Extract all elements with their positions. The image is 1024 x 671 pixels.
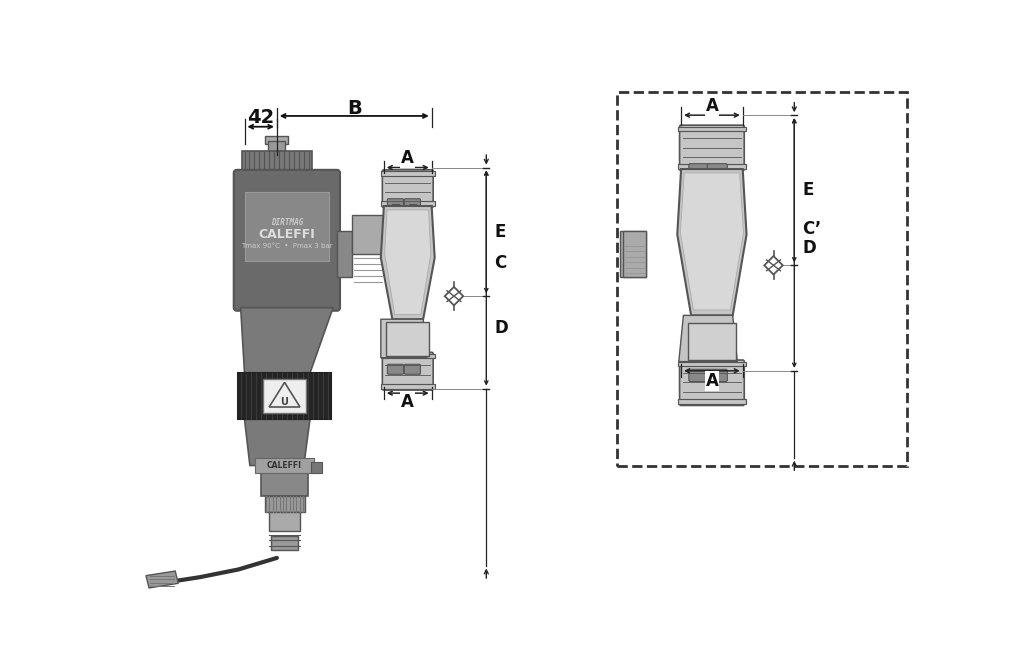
Text: U: U [281, 397, 289, 407]
FancyBboxPatch shape [404, 199, 421, 209]
FancyBboxPatch shape [382, 170, 433, 207]
Text: C’: C’ [802, 220, 821, 238]
Bar [243, 152, 311, 173]
Bar [678, 399, 745, 404]
FancyBboxPatch shape [387, 199, 403, 209]
Bar [381, 384, 435, 389]
Polygon shape [385, 210, 431, 315]
Bar [265, 136, 289, 144]
FancyBboxPatch shape [233, 170, 340, 311]
Bar [245, 192, 330, 262]
Polygon shape [680, 173, 743, 310]
Bar [381, 201, 435, 206]
Text: A: A [706, 97, 719, 115]
Polygon shape [245, 419, 310, 466]
FancyBboxPatch shape [680, 360, 744, 405]
Bar [264, 497, 304, 512]
Text: CALEFFI: CALEFFI [267, 461, 302, 470]
Bar [688, 323, 736, 360]
Text: DIRTMAG: DIRTMAG [270, 219, 303, 227]
FancyBboxPatch shape [387, 364, 403, 374]
Bar [239, 373, 331, 419]
Text: B: B [347, 99, 361, 117]
Bar [678, 127, 745, 132]
Text: D: D [494, 319, 508, 337]
Polygon shape [764, 256, 782, 274]
FancyBboxPatch shape [680, 125, 744, 170]
Polygon shape [269, 382, 300, 407]
Polygon shape [146, 571, 178, 588]
FancyBboxPatch shape [404, 364, 421, 374]
Text: E: E [802, 181, 813, 199]
FancyBboxPatch shape [708, 369, 727, 382]
Bar [386, 322, 429, 356]
Text: A: A [706, 372, 719, 390]
Bar [337, 231, 352, 277]
Polygon shape [381, 319, 427, 358]
Bar [381, 171, 435, 176]
Text: A: A [401, 393, 414, 411]
Bar [678, 362, 745, 366]
Polygon shape [381, 206, 435, 319]
Polygon shape [444, 287, 463, 305]
Text: Tmax 90°C  •  Pmax 3 bar: Tmax 90°C • Pmax 3 bar [241, 243, 333, 249]
FancyBboxPatch shape [689, 369, 709, 382]
Bar [271, 536, 298, 550]
FancyBboxPatch shape [708, 164, 727, 176]
FancyBboxPatch shape [382, 352, 433, 390]
Text: 42: 42 [247, 108, 274, 127]
Text: A: A [401, 149, 414, 167]
Bar [263, 379, 306, 413]
Bar [620, 231, 646, 277]
Text: C: C [494, 254, 506, 272]
Polygon shape [677, 169, 746, 315]
Bar [624, 231, 646, 277]
Bar [381, 354, 435, 358]
Bar [310, 462, 322, 473]
Text: D: D [802, 239, 816, 257]
Polygon shape [679, 315, 737, 362]
Bar [617, 92, 906, 466]
Text: CALEFFI: CALEFFI [258, 228, 315, 241]
Bar [261, 466, 307, 497]
Polygon shape [241, 308, 333, 373]
Bar [255, 458, 313, 473]
Bar [268, 141, 286, 152]
FancyBboxPatch shape [689, 164, 709, 176]
Bar [678, 164, 745, 169]
Text: E: E [494, 223, 506, 241]
Bar [352, 215, 383, 254]
Bar [269, 512, 300, 531]
